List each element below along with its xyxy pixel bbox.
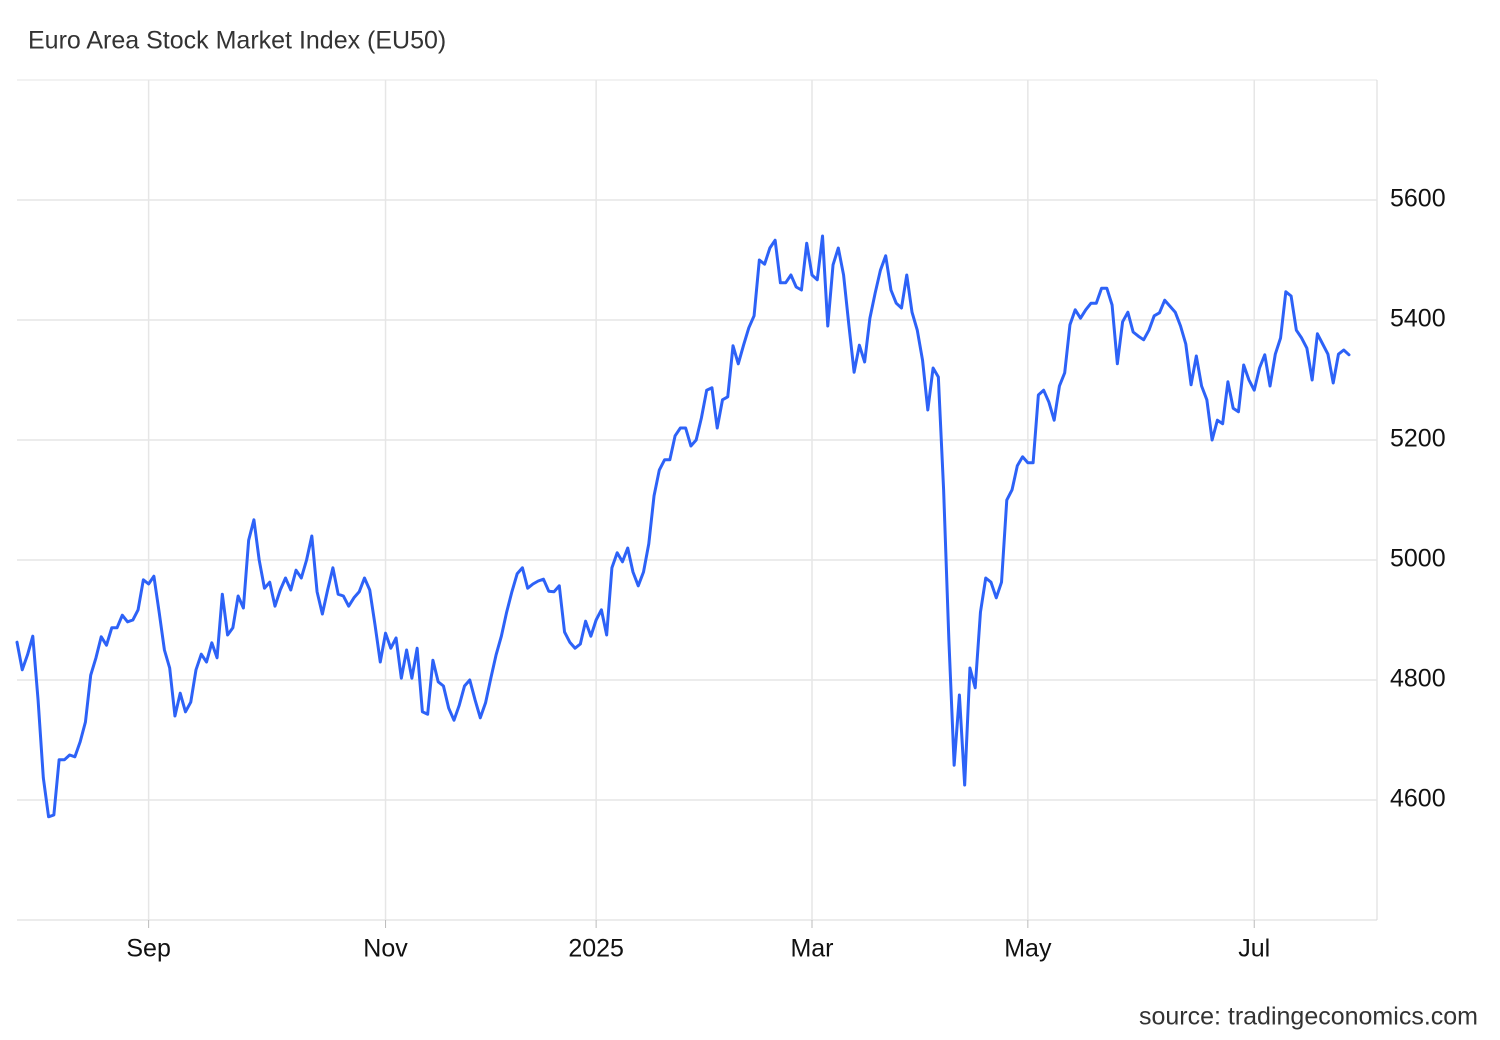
x-tick-label: Mar (790, 935, 833, 963)
x-tick-label: Sep (126, 935, 170, 963)
chart-title: Euro Area Stock Market Index (EU50) (28, 27, 446, 55)
x-tick-label: May (1004, 935, 1052, 963)
y-tick-label: 4600 (1390, 785, 1446, 813)
x-tick-label: 2025 (568, 935, 624, 963)
source-note: source: tradingeconomics.com (1139, 1003, 1478, 1031)
y-tick-label: 5400 (1390, 305, 1446, 333)
y-tick-label: 5000 (1390, 545, 1446, 573)
x-tick-label: Nov (363, 935, 408, 963)
data-line (15, 234, 1351, 819)
y-tick-label: 5200 (1390, 425, 1446, 453)
y-tick-label: 5600 (1390, 185, 1446, 213)
x-tick-label: Jul (1238, 935, 1270, 963)
y-tick-label: 4800 (1390, 665, 1446, 693)
